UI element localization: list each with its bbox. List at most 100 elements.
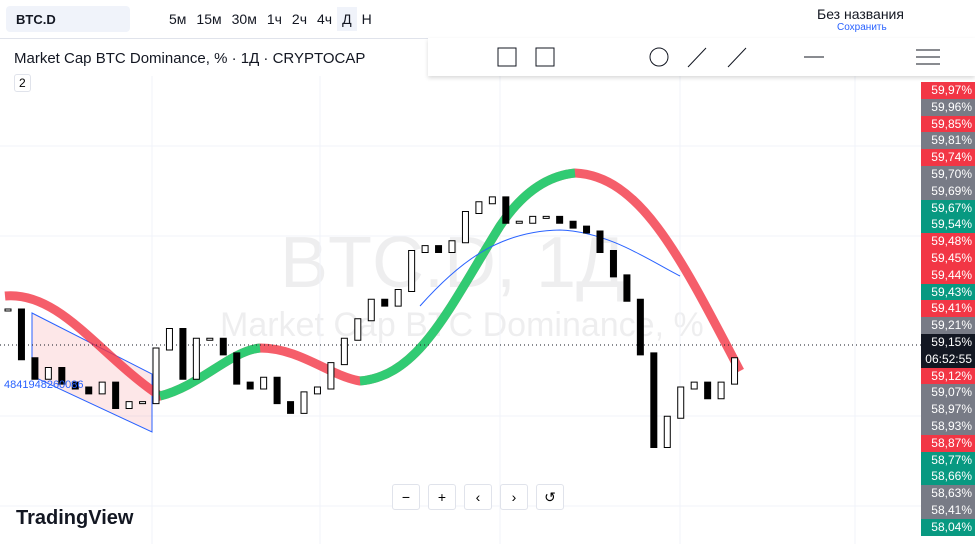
price-label: 59,54% [921, 216, 975, 234]
candle [650, 352, 658, 448]
legend-title[interactable]: Market Cap BTC Dominance, % · 1Д · CRYPT… [14, 50, 366, 67]
drawing-toolbar [428, 38, 975, 76]
price-label: 58,04% [921, 518, 975, 536]
candle [179, 328, 187, 380]
candle [475, 201, 483, 214]
candle [542, 215, 550, 219]
candle [569, 220, 577, 229]
candle [4, 308, 12, 312]
price-label: 59,81% [921, 132, 975, 150]
candle [313, 386, 321, 395]
price-label: 58,87% [921, 434, 975, 452]
candle [273, 376, 281, 405]
candle [636, 298, 644, 356]
tool-icon[interactable] [497, 47, 517, 67]
price-label: 59,70% [921, 166, 975, 183]
candle [192, 337, 200, 380]
side-label: 4841948260086 [4, 379, 84, 391]
top-toolbar: BTC.D 5м 15м 30м 1ч 2ч 4ч Д Н Без названия Сохра… [0, 0, 975, 39]
watermark-description: Market Cap BTC Dominance, % [220, 306, 704, 344]
brand-logo[interactable]: TradingView [16, 507, 134, 529]
current-price-text: 59,15% [931, 335, 972, 349]
interval[interactable]: 2ч [291, 11, 308, 27]
candle [152, 347, 160, 405]
interval[interactable]: 30м [231, 11, 257, 27]
candle [260, 376, 268, 390]
ribbon-up [158, 168, 576, 401]
current-price: 59,15% 06:52:55 [921, 334, 975, 368]
price-label: 58,93% [921, 418, 975, 435]
candle [435, 245, 443, 253]
candle [340, 337, 348, 366]
candle [85, 386, 93, 395]
price-scale: 59,97% 59,96% 59,85% 59,81% 59,74% 59,70% 59,6… [921, 76, 975, 544]
candle [71, 381, 79, 390]
candle [448, 240, 456, 253]
candle [515, 220, 523, 224]
candle [623, 274, 631, 302]
candle [583, 225, 591, 234]
candle [125, 401, 133, 409]
candle [502, 196, 510, 224]
scroll-left[interactable]: ‹ [464, 484, 492, 510]
price-label: 59,97% [921, 82, 975, 99]
candle [287, 401, 295, 414]
price-label: 59,45% [921, 250, 975, 267]
tool-icon[interactable] [687, 47, 707, 68]
candle [300, 391, 308, 414]
price-label: 59,41% [921, 300, 975, 318]
tool-icon[interactable] [535, 47, 555, 67]
candle [663, 415, 671, 448]
symbol-search[interactable]: BTC.D [6, 6, 130, 32]
interval-list: 5м 15м 30м 1ч 2ч 4ч Д Н [164, 7, 377, 31]
interval[interactable]: 4ч [317, 11, 333, 27]
reset[interactable]: ↺ [536, 484, 564, 510]
zoom-out[interactable]: − [392, 484, 420, 510]
zoom-controls: − + ‹ › ↺ [392, 484, 564, 510]
ma-line [419, 229, 681, 307]
legend-count[interactable]: 2 [14, 74, 31, 92]
price-label: 59,67% [921, 199, 975, 217]
drawing-icons [497, 47, 940, 68]
candle [246, 381, 254, 390]
price-label: 59,44% [921, 266, 975, 284]
scroll-right[interactable]: › [500, 484, 528, 510]
zoom-in[interactable]: + [428, 484, 456, 510]
price-label: 58,41% [921, 502, 975, 519]
interval[interactable]: Д [337, 7, 357, 31]
candle [165, 328, 173, 351]
candle [58, 367, 66, 385]
interval[interactable]: 1ч [266, 11, 282, 27]
chart-plot [0, 76, 921, 544]
tool-icon[interactable] [727, 47, 747, 68]
price-label: 59,21% [921, 317, 975, 334]
layout-save[interactable]: Без названия Сохранить [817, 6, 904, 33]
candle [233, 352, 241, 385]
price-label: 58,97% [921, 401, 975, 418]
save-label: Сохранить [837, 22, 887, 33]
candle [556, 215, 564, 224]
price-label: 59,48% [921, 233, 975, 250]
price-label: 58,63% [921, 485, 975, 502]
layout-title: Без названия [817, 6, 904, 22]
candle [17, 308, 25, 361]
interval[interactable]: 5м [169, 11, 187, 27]
candle [327, 362, 335, 390]
candle [394, 289, 402, 307]
price-label: 59,85% [921, 115, 975, 133]
tool-icon[interactable] [649, 47, 669, 67]
price-label: 59,96% [921, 98, 975, 116]
grid [0, 76, 921, 544]
candle [421, 245, 429, 253]
candle [354, 318, 362, 341]
candle [609, 250, 617, 278]
candle [461, 211, 469, 244]
interval[interactable]: 15м [196, 11, 222, 27]
candle [488, 196, 496, 205]
candle [367, 298, 375, 322]
candle [731, 357, 739, 385]
interval[interactable]: Н [361, 11, 372, 27]
price-label: 59,12% [921, 367, 975, 385]
